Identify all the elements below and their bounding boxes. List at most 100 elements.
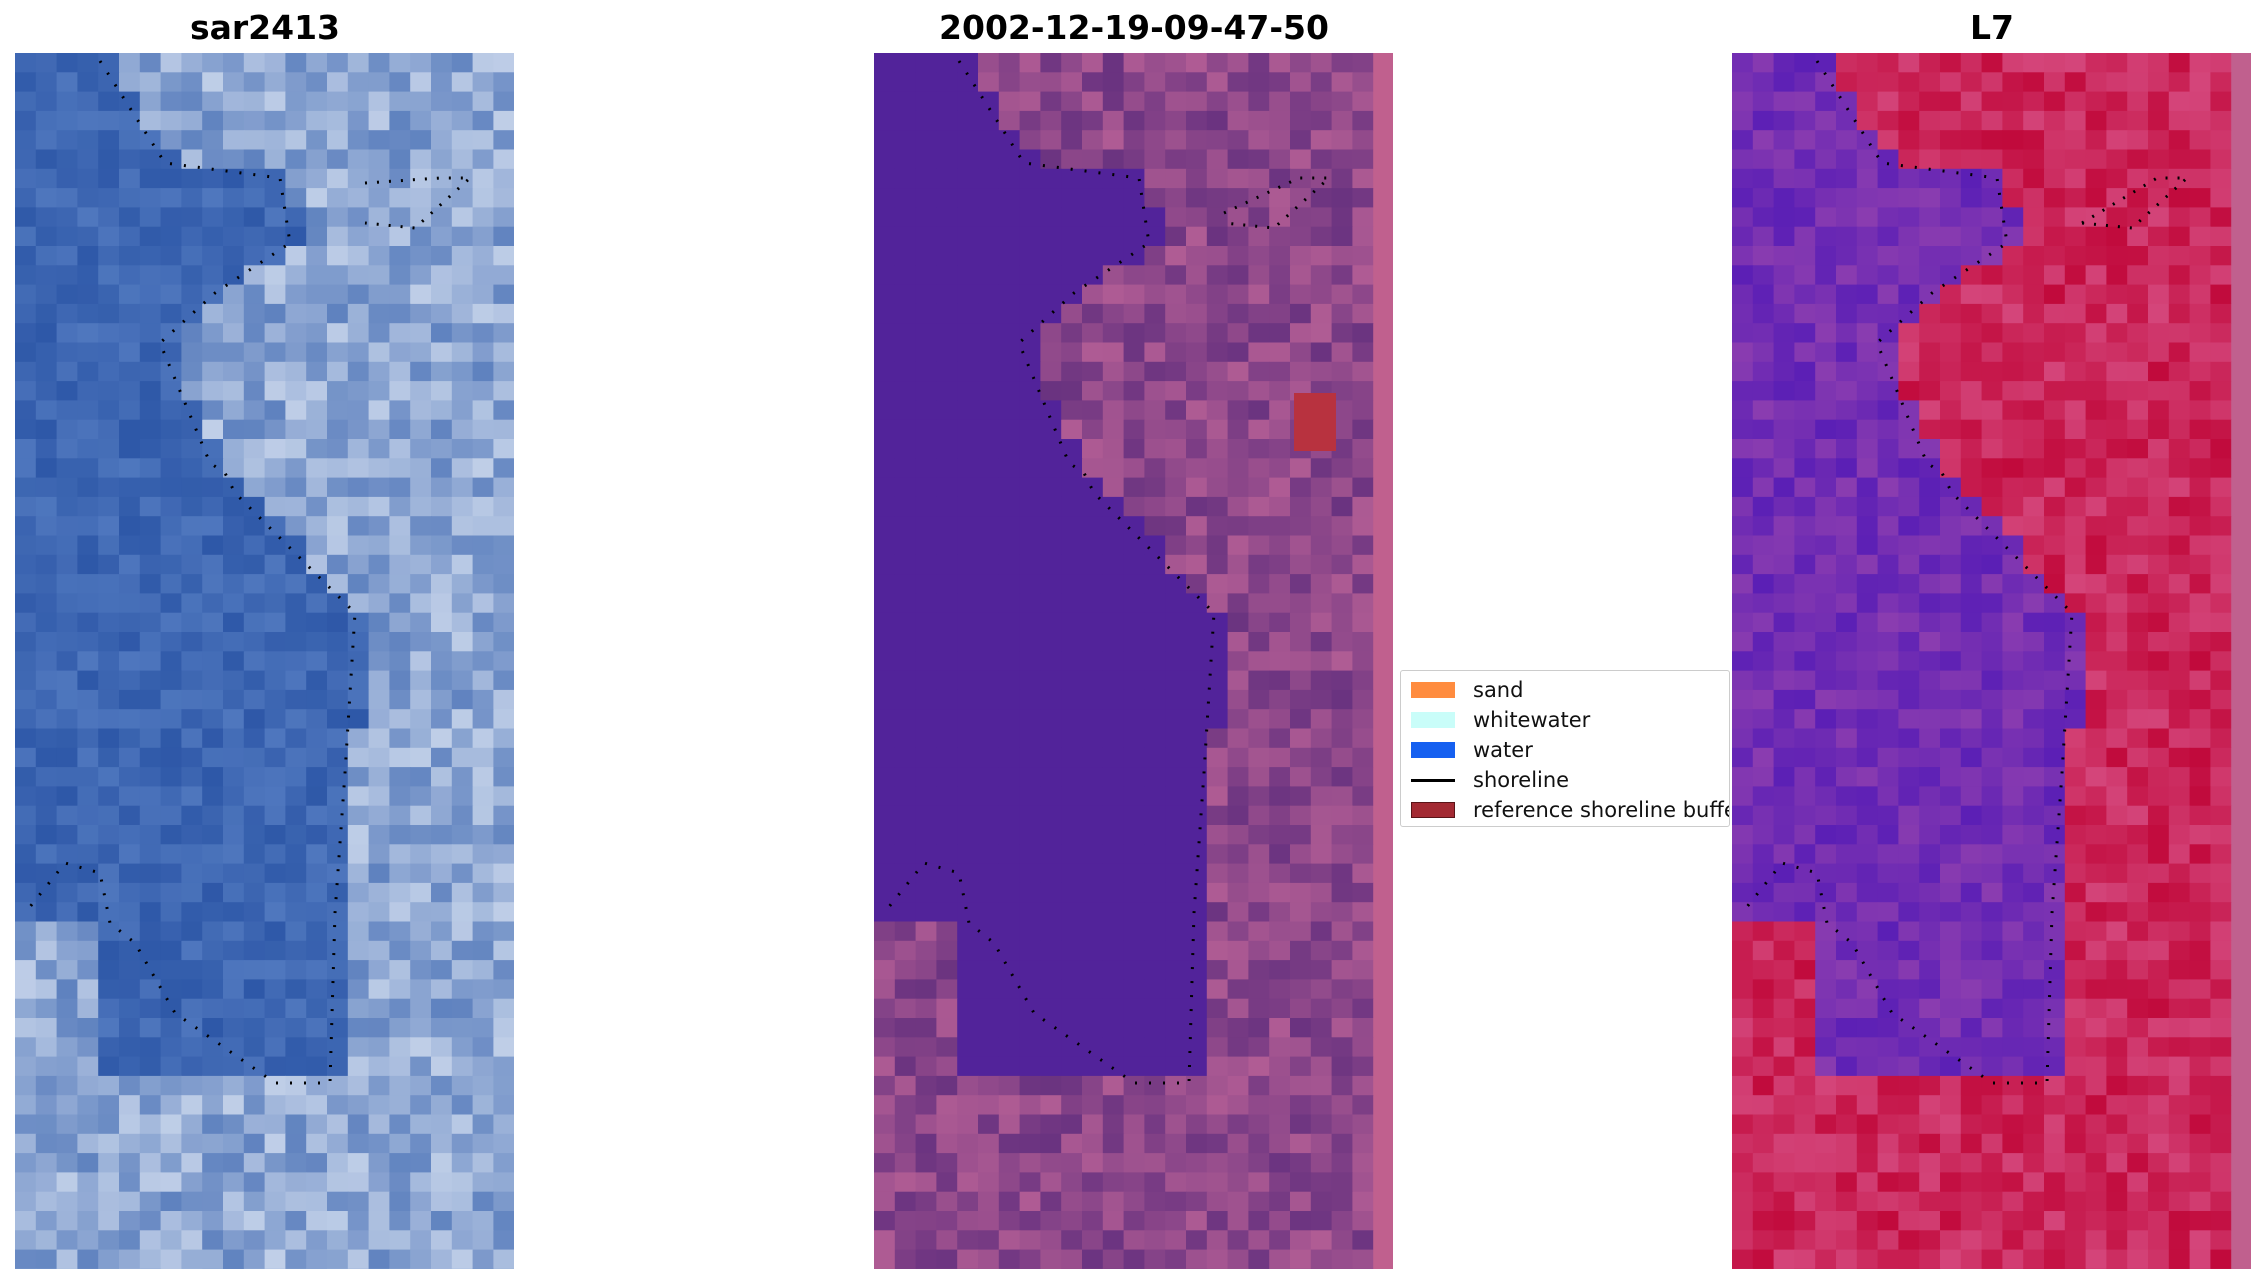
- image-pixel: [1248, 226, 1270, 247]
- image-pixel: [1082, 1075, 1104, 1096]
- image-pixel: [2023, 361, 2045, 382]
- image-pixel: [2210, 960, 2232, 980]
- image-pixel: [978, 670, 1000, 691]
- image-pixel: [2231, 1133, 2251, 1154]
- image-pixel: [1373, 72, 1393, 93]
- image-pixel: [1310, 882, 1333, 903]
- image-pixel: [77, 689, 99, 710]
- image-pixel: [451, 130, 474, 151]
- image-pixel: [1815, 1095, 1837, 1116]
- image-pixel: [2168, 863, 2191, 884]
- image-pixel: [15, 207, 37, 228]
- image-pixel: [978, 1249, 1000, 1269]
- image-pixel: [1227, 361, 1249, 382]
- image-pixel: [1123, 265, 1145, 286]
- image-pixel: [1144, 149, 1166, 170]
- image-pixel: [327, 1095, 349, 1116]
- image-pixel: [1877, 419, 1899, 440]
- image-pixel: [139, 496, 162, 517]
- image-pixel: [264, 709, 286, 730]
- image-pixel: [327, 516, 349, 537]
- image-pixel: [2168, 149, 2191, 170]
- image-pixel: [2002, 149, 2024, 170]
- image-pixel: [1794, 1095, 1816, 1116]
- image-pixel: [1856, 1095, 1879, 1116]
- image-pixel: [1206, 246, 1229, 266]
- image-pixel: [389, 979, 411, 1000]
- image-pixel: [1898, 767, 1920, 787]
- image-pixel: [1773, 323, 1795, 344]
- image-pixel: [2231, 689, 2251, 710]
- image-pixel: [368, 902, 390, 923]
- image-pixel: [77, 496, 99, 517]
- image-pixel: [223, 477, 245, 498]
- image-pixel: [978, 940, 1000, 961]
- image-pixel: [139, 226, 162, 247]
- image-pixel: [915, 284, 937, 305]
- image-pixel: [874, 651, 896, 672]
- image-pixel: [56, 902, 78, 923]
- image-pixel: [2210, 863, 2232, 884]
- image-pixel: [1290, 516, 1312, 537]
- image-pixel: [15, 689, 37, 710]
- image-pixel: [1836, 670, 1858, 691]
- image-pixel: [998, 226, 1021, 247]
- image-pixel: [998, 728, 1021, 749]
- image-pixel: [1019, 670, 1041, 691]
- image-pixel: [431, 91, 453, 112]
- image-pixel: [2189, 979, 2211, 1000]
- image-pixel: [202, 940, 224, 961]
- image-pixel: [2148, 1075, 2170, 1096]
- image-pixel: [1102, 844, 1125, 865]
- image-pixel: [1123, 1018, 1145, 1038]
- image-pixel: [1877, 1172, 1899, 1193]
- image-pixel: [1290, 612, 1312, 633]
- image-pixel: [1227, 902, 1249, 923]
- image-pixel: [493, 265, 514, 286]
- image-pixel: [1165, 207, 1187, 228]
- image-pixel: [493, 72, 514, 93]
- image-pixel: [347, 1133, 370, 1154]
- image-pixel: [2210, 554, 2232, 575]
- image-pixel: [2189, 689, 2211, 710]
- image-pixel: [1815, 709, 1837, 730]
- image-pixel: [1352, 670, 1374, 691]
- image-pixel: [2002, 91, 2024, 112]
- image-pixel: [493, 940, 514, 961]
- image-pixel: [431, 632, 453, 652]
- image-pixel: [1732, 632, 1754, 652]
- image-pixel: [243, 1095, 266, 1116]
- image-pixel: [472, 284, 494, 305]
- image-pixel: [1794, 902, 1816, 923]
- image-pixel: [1373, 342, 1393, 363]
- image-pixel: [2189, 670, 2211, 691]
- image-pixel: [1373, 709, 1393, 730]
- image-pixel: [1877, 516, 1899, 537]
- image-pixel: [1123, 1153, 1145, 1173]
- image-pixel: [493, 1095, 514, 1116]
- image-pixel: [347, 1075, 370, 1096]
- image-pixel: [1061, 1018, 1083, 1038]
- image-pixel: [306, 381, 328, 401]
- image-pixel: [1732, 419, 1754, 440]
- image-pixel: [1144, 303, 1166, 324]
- image-pixel: [2064, 284, 2087, 305]
- image-pixel: [35, 940, 58, 961]
- image-pixel: [978, 632, 1000, 652]
- image-pixel: [431, 1095, 453, 1116]
- image-pixel: [56, 882, 78, 903]
- image-pixel: [285, 207, 307, 228]
- image-pixel: [2023, 130, 2045, 151]
- image-pixel: [181, 188, 203, 208]
- image-pixel: [368, 1018, 390, 1038]
- image-pixel: [1981, 825, 2003, 845]
- image-pixel: [1206, 728, 1229, 749]
- image-pixel: [139, 902, 162, 923]
- image-pixel: [1331, 1095, 1353, 1116]
- image-pixel: [181, 1230, 203, 1251]
- image-pixel: [1331, 651, 1353, 672]
- image-pixel: [2085, 535, 2107, 556]
- image-pixel: [1856, 1211, 1879, 1231]
- image-pixel: [472, 882, 494, 903]
- image-pixel: [368, 188, 390, 208]
